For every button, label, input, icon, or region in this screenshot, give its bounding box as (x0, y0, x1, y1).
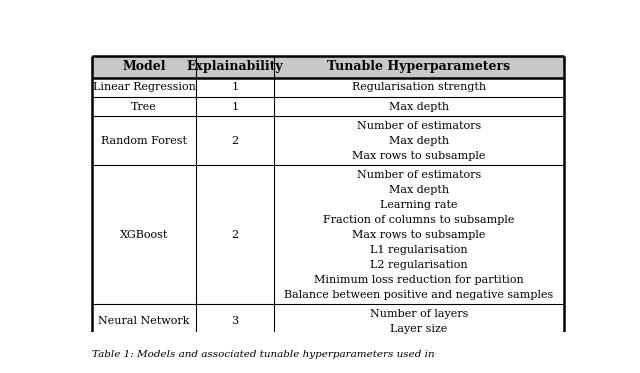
Text: Number of estimators: Number of estimators (356, 121, 481, 131)
Text: Fraction of columns to subsample: Fraction of columns to subsample (323, 215, 515, 225)
Text: Random Forest: Random Forest (101, 136, 188, 146)
Text: Max depth: Max depth (388, 185, 449, 195)
Text: Minimum loss reduction for partition: Minimum loss reduction for partition (314, 275, 524, 285)
Text: Learning rate: Learning rate (380, 200, 458, 210)
Text: 1: 1 (232, 82, 239, 92)
Text: Number of layers: Number of layers (369, 309, 468, 319)
Text: Max depth: Max depth (388, 101, 449, 112)
Text: Tree: Tree (131, 101, 157, 112)
Text: XGBoost: XGBoost (120, 230, 168, 240)
Text: 3: 3 (232, 316, 239, 326)
Text: Tunable Hyperparameters: Tunable Hyperparameters (327, 60, 510, 73)
Text: Layer size: Layer size (390, 324, 447, 334)
Text: Regularisation strength: Regularisation strength (351, 82, 486, 92)
Text: Max depth: Max depth (388, 136, 449, 146)
Text: Neural Network: Neural Network (99, 316, 190, 326)
Text: 1: 1 (232, 101, 239, 112)
Text: Number of estimators: Number of estimators (356, 170, 481, 180)
Text: Explainability: Explainability (187, 60, 284, 73)
Text: Max rows to subsample: Max rows to subsample (352, 230, 485, 240)
Text: Linear Regression: Linear Regression (93, 82, 196, 92)
Bar (92, 56, 564, 78)
Text: L1 regularisation: L1 regularisation (370, 245, 467, 255)
Text: L2 regularisation: L2 regularisation (370, 260, 467, 270)
Text: 2: 2 (232, 230, 239, 240)
Text: Model: Model (122, 60, 166, 73)
Text: Max rows to subsample: Max rows to subsample (352, 151, 485, 161)
Text: 2: 2 (232, 136, 239, 146)
Text: Table 1: Models and associated tunable hyperparameters used in: Table 1: Models and associated tunable h… (92, 350, 435, 359)
Text: Balance between positive and negative samples: Balance between positive and negative sa… (284, 290, 554, 300)
